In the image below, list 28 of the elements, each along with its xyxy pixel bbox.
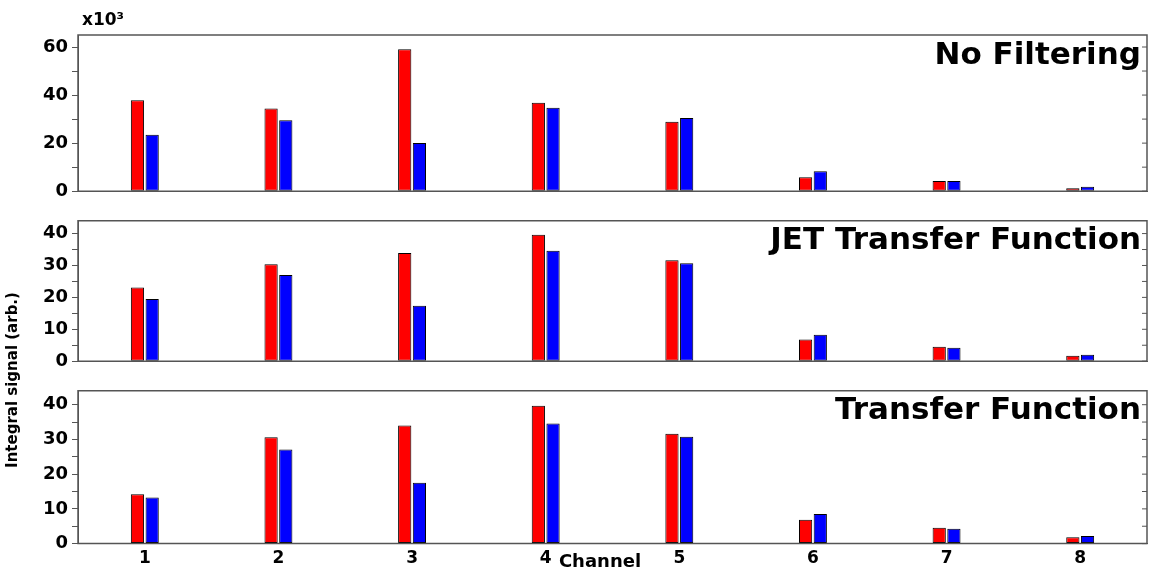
x-tick-label: 3 [406,547,418,568]
x-tick-label: 6 [807,547,819,568]
y-tick-label: 40 [42,392,68,414]
x-axis-title: Channel [558,549,642,569]
y-tick-label: 0 [55,178,68,200]
y-tick-label: 20 [42,461,68,483]
y-tick-label: 20 [42,130,68,152]
x-tick-label: 4 [539,547,552,568]
y-tick-label: 0 [55,531,68,553]
y-tick-label: 10 [42,316,68,338]
y-axis-title: Integral signal (arb.) [3,292,21,468]
chart-title: No Filtering [934,34,1141,71]
y-tick-label: 0 [55,348,68,370]
text: x10³ [82,8,125,29]
y-tick-label: 40 [42,221,68,243]
y-tick-label: 20 [42,285,68,307]
y-tick-label: 30 [42,427,68,449]
y-tick-label: 30 [42,253,68,275]
y-tick-label: 40 [42,82,68,104]
chart-title: JET Transfer Function [768,220,1141,257]
chart-title: Transfer Function [834,390,1141,427]
y-tick-label: 60 [42,34,68,56]
x-tick-label: 2 [272,547,285,568]
y-tick-label: 10 [42,496,68,518]
x-tick-label: 1 [138,547,151,568]
x-tick-label: 7 [940,547,953,568]
x-tick-label: 5 [673,547,686,568]
x-tick-label: 8 [1074,547,1087,568]
